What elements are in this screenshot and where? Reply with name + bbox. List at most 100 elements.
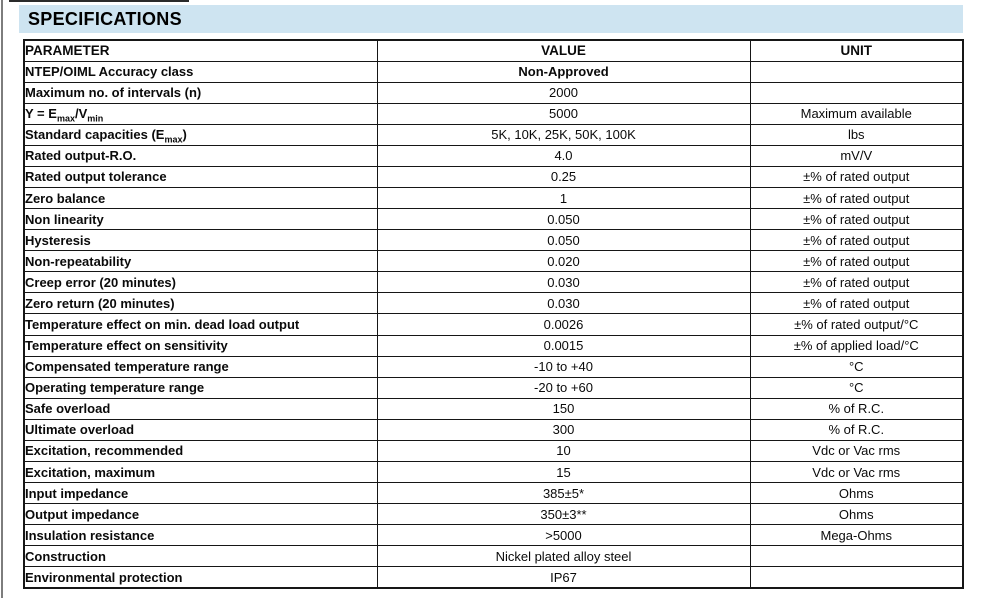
- value-cell: 5000: [376, 102, 751, 125]
- parameter-cell: Y = Emax/Vmin: [23, 102, 378, 125]
- parameter-cell: Insulation resistance: [23, 524, 378, 547]
- parameter-cell: Standard capacities (Emax): [23, 123, 378, 146]
- parameter-cell: Safe overload: [23, 397, 378, 420]
- value-cell: 0.25: [376, 165, 751, 188]
- unit-cell: Vdc or Vac rms: [749, 439, 964, 462]
- value-cell: 4.0: [376, 144, 751, 167]
- unit-cell: [749, 81, 964, 104]
- unit-cell: % of R.C.: [749, 418, 964, 441]
- parameter-cell: Rated output tolerance: [23, 165, 378, 188]
- value-cell: 0.030: [376, 292, 751, 315]
- value-cell: -20 to +60: [376, 376, 751, 399]
- table-row: Y = Emax/Vmin 5000 Maximum available: [23, 102, 964, 125]
- table-row: Standard capacities (Emax) 5K, 10K, 25K, …: [23, 123, 964, 146]
- table-row: Compensated temperature range -10 to +40 °…: [23, 355, 964, 378]
- table-row: Environmental protection IP67: [23, 566, 964, 589]
- page-title: SPECIFICATIONS: [28, 8, 182, 29]
- scan-edge-artifact-top: [9, 0, 189, 2]
- table-row: Input impedance 385±5* Ohms: [23, 482, 964, 505]
- unit-cell: ±% of rated output/°C: [749, 313, 964, 336]
- parameter-cell: Rated output-R.O.: [23, 144, 378, 167]
- table-row: Non-repeatability 0.020 ±% of rated output: [23, 250, 964, 273]
- parameter-cell: Zero balance: [23, 186, 378, 210]
- table-row: Temperature effect on min. dead load out…: [23, 313, 964, 336]
- table-row: Excitation, recommended 10 Vdc or Vac rms: [23, 439, 964, 462]
- parameter-cell: Environmental protection: [23, 566, 378, 589]
- parameter-cell: Hysteresis: [23, 229, 378, 252]
- parameter-cell: Input impedance: [23, 482, 378, 505]
- value-cell: 0.020: [376, 250, 751, 273]
- table-row: Operating temperature range -20 to +60 °C: [23, 376, 964, 399]
- table-row: NTEP/OIML Accuracy class Non-Approved: [23, 60, 964, 83]
- value-cell: 0.0026: [376, 313, 751, 336]
- value-cell: 300: [376, 418, 751, 441]
- parameter-cell: Temperature effect on min. dead load out…: [23, 313, 378, 336]
- table-row: Excitation, maximum 15 Vdc or Vac rms: [23, 460, 964, 484]
- unit-cell: [749, 60, 964, 83]
- value-cell: 10: [376, 439, 751, 462]
- unit-cell: ±% of rated output: [749, 250, 964, 273]
- value-cell: -10 to +40: [376, 355, 751, 378]
- unit-cell: ±% of applied load/°C: [749, 334, 964, 357]
- value-cell: 0.050: [376, 229, 751, 252]
- parameter-cell: Non-repeatability: [23, 250, 378, 273]
- table-row: Ultimate overload 300% of R.C.: [23, 418, 964, 441]
- parameter-cell: Compensated temperature range: [23, 355, 378, 378]
- unit-cell: ±% of rated output: [749, 292, 964, 315]
- unit-cell: [749, 545, 964, 568]
- table-row: Zero balance 1 ±% of rated output: [23, 186, 964, 210]
- table-row: Rated output tolerance 0.25 ±% of rated ou…: [23, 165, 964, 188]
- unit-cell: Ohms: [749, 503, 964, 526]
- value-cell: 150: [376, 397, 751, 420]
- unit-cell: ±% of rated output: [749, 271, 964, 294]
- parameter-cell: Maximum no. of intervals (n): [23, 81, 378, 104]
- value-cell: 0.0015: [376, 334, 751, 357]
- unit-cell: Mega-Ohms: [749, 524, 964, 547]
- unit-cell: Vdc or Vac rms: [749, 460, 964, 484]
- table-body: NTEP/OIML Accuracy class Non-Approved Maxi…: [23, 60, 964, 589]
- parameter-cell: Ultimate overload: [23, 418, 378, 441]
- table-header-row: PARAMETER VALUE UNIT: [23, 39, 964, 62]
- unit-cell: Ohms: [749, 482, 964, 505]
- table-row: Temperature effect on sensitivity 0.0015 ±…: [23, 334, 964, 357]
- parameter-cell: Temperature effect on sensitivity: [23, 334, 378, 357]
- value-cell: 1: [376, 186, 751, 210]
- parameter-cell: Zero return (20 minutes): [23, 292, 378, 315]
- scan-edge-artifact-left: [1, 0, 3, 598]
- parameter-cell: Creep error (20 minutes): [23, 271, 378, 294]
- value-cell: 0.030: [376, 271, 751, 294]
- value-cell: 385±5*: [376, 482, 751, 505]
- value-cell: 5K, 10K, 25K, 50K, 100K: [376, 123, 751, 146]
- parameter-cell: Excitation, maximum: [23, 460, 378, 484]
- unit-cell: mV/V: [749, 144, 964, 167]
- parameter-cell: Non linearity: [23, 208, 378, 231]
- parameter-cell: Output impedance: [23, 503, 378, 526]
- value-cell: IP67: [376, 566, 751, 589]
- column-header-unit: UNIT: [749, 39, 964, 62]
- parameter-cell: Operating temperature range: [23, 376, 378, 399]
- table-row: Safe overload 150% of R.C.: [23, 397, 964, 420]
- unit-cell: [749, 566, 964, 589]
- value-cell: 350±3**: [376, 503, 751, 526]
- value-cell: 0.050: [376, 208, 751, 231]
- unit-cell: ±% of rated output: [749, 186, 964, 210]
- table-row: Creep error (20 minutes) 0.030 ±% of rated…: [23, 271, 964, 294]
- table-row: Maximum no. of intervals (n) 2000: [23, 81, 964, 104]
- table-row: Insulation resistance >5000 Mega-Ohms: [23, 524, 964, 547]
- column-header-value: VALUE: [376, 39, 751, 62]
- specifications-header-band: SPECIFICATIONS: [19, 5, 963, 33]
- unit-cell: % of R.C.: [749, 397, 964, 420]
- table-row: Output impedance 350±3** Ohms: [23, 503, 964, 526]
- value-cell: Nickel plated alloy steel: [376, 545, 751, 568]
- unit-cell: °C: [749, 376, 964, 399]
- unit-cell: lbs: [749, 123, 964, 146]
- unit-cell: ±% of rated output: [749, 229, 964, 252]
- column-header-parameter: PARAMETER: [23, 39, 378, 62]
- table-header: PARAMETER VALUE UNIT: [23, 39, 964, 62]
- parameter-cell: Construction: [23, 545, 378, 568]
- table-row: Rated output-R.O. 4.0 mV/V: [23, 144, 964, 167]
- specifications-table: PARAMETER VALUE UNIT NTEP/OIML Accuracy …: [23, 39, 964, 589]
- table-row: Zero return (20 minutes) 0.030 ±% of rated…: [23, 292, 964, 315]
- parameter-cell: Excitation, recommended: [23, 439, 378, 462]
